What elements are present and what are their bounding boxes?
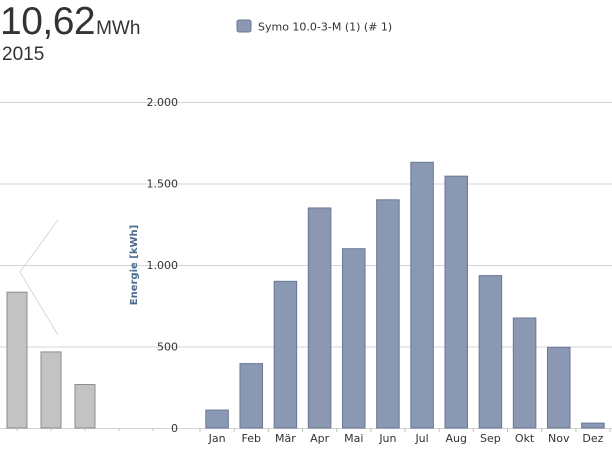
previous-arrow-icon[interactable]	[19, 219, 59, 336]
bar-feb[interactable]	[239, 363, 264, 429]
bar-mai[interactable]	[341, 248, 366, 429]
y-axis-ticks: 0 500 1.000 1.500 2.000	[147, 96, 179, 435]
total-energy: 10,62MWh	[0, 2, 140, 41]
bar-mär[interactable]	[273, 280, 298, 429]
y-tick-label: 1.500	[147, 178, 179, 191]
y-tick-label: 2.000	[147, 96, 179, 109]
x-axis-categories: Jan Feb Mär Apr Mai Jun Jul Aug Sep Okt Nov Dez	[208, 432, 604, 445]
previous-period-panel[interactable]	[6, 219, 154, 431]
bar-dez[interactable]	[581, 422, 605, 429]
x-category-label: Jan	[208, 432, 226, 445]
x-category-label: Dez	[582, 432, 603, 445]
preview-bar[interactable]	[74, 384, 96, 429]
x-category-label: Aug	[446, 432, 467, 445]
bar-okt[interactable]	[512, 317, 537, 429]
legend[interactable]: Symo 10.0-3-M (1) (# 1)	[236, 19, 392, 34]
x-category-label: Nov	[548, 432, 570, 445]
bar-jul[interactable]	[410, 161, 434, 429]
y-tick-label: 0	[171, 422, 178, 435]
x-category-label: Apr	[310, 432, 330, 445]
x-category-label: Mai	[344, 432, 363, 445]
y-tick-label: 500	[157, 341, 178, 354]
bar-sep[interactable]	[478, 275, 503, 429]
x-category-label: Jun	[378, 432, 396, 445]
x-category-label: Mär	[275, 432, 296, 445]
bar-nov[interactable]	[546, 346, 571, 429]
y-tick-label: 1.000	[147, 259, 179, 272]
bar-apr[interactable]	[307, 207, 332, 429]
bar-aug[interactable]	[444, 175, 469, 429]
x-category-label: Okt	[515, 432, 535, 445]
gridlines	[0, 102, 612, 432]
bar-jan[interactable]	[205, 409, 229, 429]
preview-bar[interactable]	[40, 351, 62, 429]
x-category-label: Feb	[242, 432, 261, 445]
x-category-label: Jul	[414, 432, 428, 445]
legend-swatch[interactable]	[236, 19, 252, 33]
y-axis-label: Energie [kWh]	[129, 225, 140, 305]
x-category-label: Sep	[480, 432, 501, 445]
preview-bar[interactable]	[6, 291, 28, 429]
total-energy-value: 10,62	[0, 0, 96, 43]
legend-label[interactable]: Symo 10.0-3-M (1) (# 1)	[258, 21, 392, 34]
year-label: 2015	[2, 44, 45, 65]
bar-series	[205, 161, 605, 429]
bar-jun[interactable]	[376, 199, 400, 429]
total-energy-unit: MWh	[96, 18, 141, 39]
